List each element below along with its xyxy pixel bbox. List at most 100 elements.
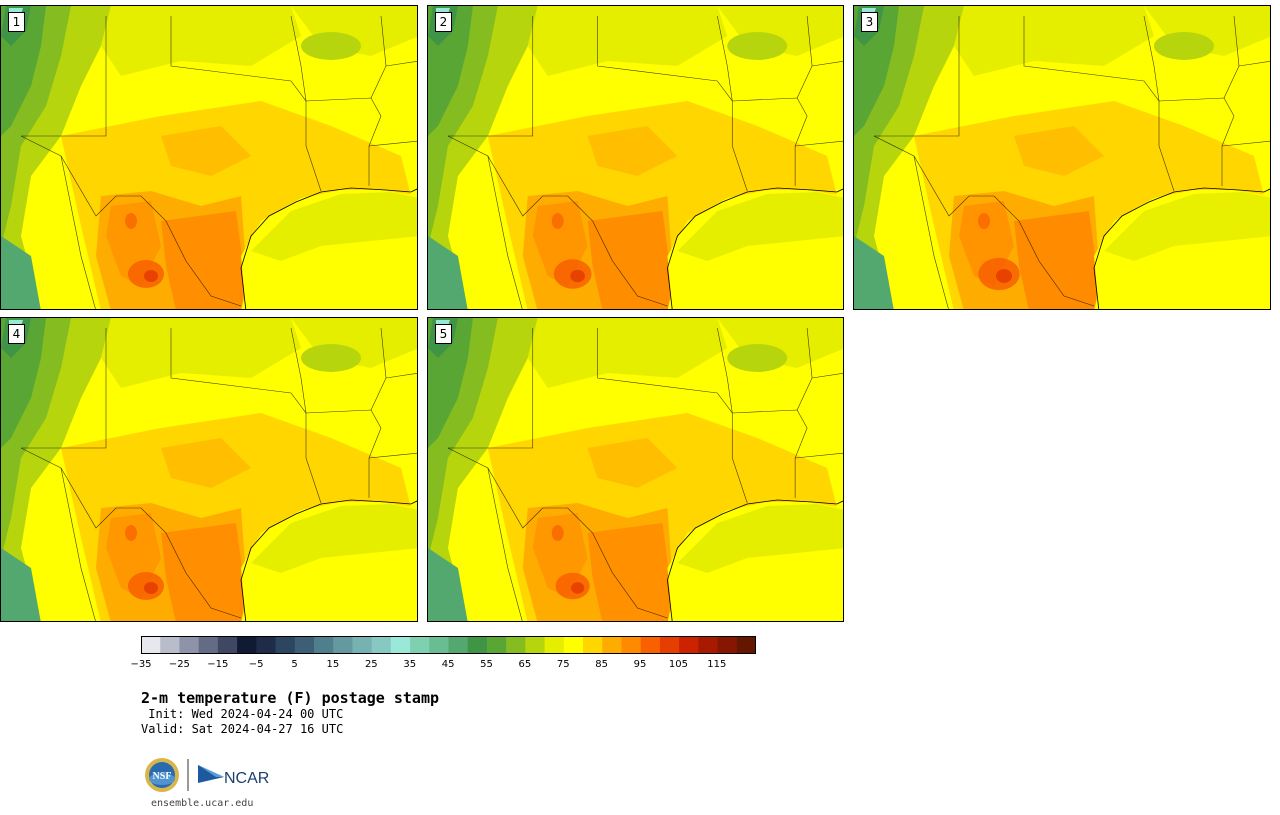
map-layers xyxy=(428,6,843,309)
valid-time: Valid: Sat 2024-04-27 16 UTC xyxy=(141,722,344,736)
state-border xyxy=(717,327,733,414)
map-layers xyxy=(428,318,843,621)
colorbar-swatch xyxy=(179,636,200,654)
colorbar-tick-label: 65 xyxy=(518,659,532,670)
init-time: Init: Wed 2024-04-24 00 UTC xyxy=(141,707,344,721)
colorbar-tick-label: 15 xyxy=(326,659,340,670)
colorbar-swatch xyxy=(333,636,353,654)
state-border xyxy=(796,327,813,411)
state-border xyxy=(170,328,322,504)
state-border xyxy=(1158,97,1235,186)
postage-stamp-panel-5: 5 xyxy=(427,317,844,622)
colorbar-swatch xyxy=(602,636,622,654)
map-layers xyxy=(1,6,417,309)
temperature-map xyxy=(854,6,1270,309)
colorbar-swatch xyxy=(198,636,219,654)
colorbar-tick-label: 55 xyxy=(480,659,493,670)
colorbar-swatch xyxy=(736,636,756,654)
state-border xyxy=(812,61,843,67)
state-border xyxy=(447,447,668,619)
state-border xyxy=(170,16,322,192)
state-border xyxy=(732,97,808,186)
postage-stamp-panel-2: 2 xyxy=(427,5,844,310)
postage-stamp-panel-3: 3 xyxy=(853,5,1271,310)
state-border xyxy=(487,155,523,309)
colorbar-swatch xyxy=(294,636,315,654)
colorbar-swatch xyxy=(583,636,603,654)
colorbar-swatch xyxy=(371,636,392,654)
map-layers xyxy=(854,6,1270,309)
temperature-map xyxy=(1,6,417,309)
state-border xyxy=(732,409,808,498)
temperature-map xyxy=(1,318,417,621)
colorbar-swatch xyxy=(352,636,373,654)
state-border xyxy=(795,452,843,459)
svg-text:NCAR: NCAR xyxy=(224,770,269,787)
colorbar-swatch xyxy=(467,636,488,654)
state-border xyxy=(873,135,1095,307)
state-border xyxy=(796,15,813,99)
temperature-map xyxy=(428,6,843,309)
colorbar-swatch xyxy=(390,636,411,654)
colorbar-border xyxy=(141,636,756,654)
colorbar-swatch xyxy=(506,636,526,654)
state-border xyxy=(874,16,960,137)
colorbar-swatch xyxy=(640,636,661,654)
svg-text:NSF: NSF xyxy=(153,771,172,782)
colorbar-swatch xyxy=(717,636,738,654)
panel-number: 2 xyxy=(435,12,452,32)
state-border xyxy=(1023,16,1175,192)
panel-number: 5 xyxy=(435,324,452,344)
chart-title: 2-m temperature (F) postage stamp xyxy=(141,689,440,707)
nsf-logo-icon: NSF xyxy=(145,758,179,792)
state-border xyxy=(447,135,668,307)
colorbar-tick-label: 95 xyxy=(633,659,647,670)
colorbar-swatch xyxy=(141,636,161,654)
colorbar-tick-label: 105 xyxy=(668,659,688,670)
state-border xyxy=(597,328,748,504)
temperature-map xyxy=(428,318,843,621)
nsf-ncar-logos: NSF NCAR xyxy=(145,758,269,792)
state-border xyxy=(1221,140,1270,147)
colorbar-swatch xyxy=(563,636,584,654)
colorbar-swatch xyxy=(160,636,180,654)
colorbar-swatch xyxy=(544,636,565,654)
state-border xyxy=(368,140,417,147)
state-border xyxy=(717,15,733,102)
state-border xyxy=(20,447,242,619)
state-border xyxy=(447,16,534,137)
colorbar-swatch xyxy=(237,636,257,654)
colorbar-tick-label: −35 xyxy=(130,659,152,670)
colorbar-tick-label: 25 xyxy=(364,659,378,670)
colorbar-tick-label: 5 xyxy=(291,659,298,670)
state-border xyxy=(385,60,417,67)
colorbar-swatch xyxy=(256,636,277,654)
state-border xyxy=(60,155,96,309)
state-border xyxy=(290,15,307,102)
colorbar-tick-label: 85 xyxy=(595,659,609,670)
state-border xyxy=(812,373,843,379)
postage-stamp-panel-4: 4 xyxy=(0,317,418,622)
state-border xyxy=(447,328,534,449)
panel-number: 1 xyxy=(8,12,25,32)
state-border xyxy=(21,16,107,137)
colorbar-swatch xyxy=(659,636,680,654)
colorbar-swatch xyxy=(448,636,469,654)
state-border xyxy=(597,16,748,192)
colorbar-tick-label: 115 xyxy=(707,659,727,670)
ncar-logo-icon: NCAR xyxy=(198,765,269,787)
state-border xyxy=(368,452,417,459)
colorbar-swatch xyxy=(486,636,507,654)
colorbar-tick-label: −15 xyxy=(207,659,229,670)
state-border xyxy=(20,135,242,307)
colorbar-tick-label: −5 xyxy=(248,659,264,670)
colorbar-tick-label: 35 xyxy=(403,659,417,670)
colorbar-swatch xyxy=(429,636,449,654)
colorbar-swatch xyxy=(217,636,238,654)
site-url: ensemble.ucar.edu xyxy=(151,798,254,809)
colorbar-swatch xyxy=(313,636,334,654)
colorbar-swatch xyxy=(275,636,296,654)
colorbar-swatch xyxy=(525,636,546,654)
state-border xyxy=(1238,60,1270,67)
panel-number: 4 xyxy=(8,324,25,344)
